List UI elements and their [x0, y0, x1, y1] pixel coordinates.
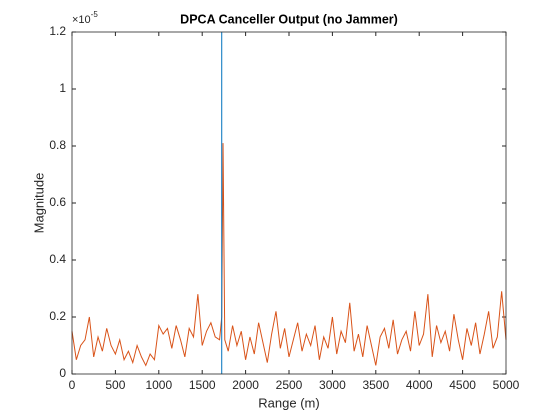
x-tick-label: 3000	[319, 378, 346, 392]
x-tick-label: 2500	[276, 378, 303, 392]
x-tick-label: 4500	[449, 378, 476, 392]
x-tick-label: 5000	[493, 378, 520, 392]
y-multiplier-base: ×10	[72, 14, 91, 26]
y-multiplier: ×10-5	[72, 10, 98, 26]
y-tick-label: 0.6	[49, 195, 66, 209]
x-tick-label: 4000	[406, 378, 433, 392]
x-tick-label: 3500	[362, 378, 389, 392]
x-tick-label: 500	[105, 378, 125, 392]
y-tick-label: 1	[59, 81, 66, 95]
x-tick-label: 2000	[232, 378, 259, 392]
data-line	[71, 143, 507, 367]
x-axis-label: Range (m)	[258, 395, 319, 410]
y-tick-label: 0	[59, 366, 66, 380]
x-tick-label: 1000	[145, 378, 172, 392]
y-tick-label: 1.2	[49, 24, 66, 38]
x-tick-label: 1500	[189, 378, 216, 392]
y-tick-label: 0.8	[49, 138, 66, 152]
y-axis-label: Magnitude	[31, 173, 46, 234]
x-tick-label: 0	[69, 378, 76, 392]
y-multiplier-exponent: -5	[91, 10, 99, 19]
chart-title: DPCA Canceller Output (no Jammer)	[180, 12, 398, 26]
y-tick-label: 0.2	[49, 309, 66, 323]
y-tick-label: 0.4	[49, 252, 66, 266]
axes-box	[71, 31, 507, 375]
